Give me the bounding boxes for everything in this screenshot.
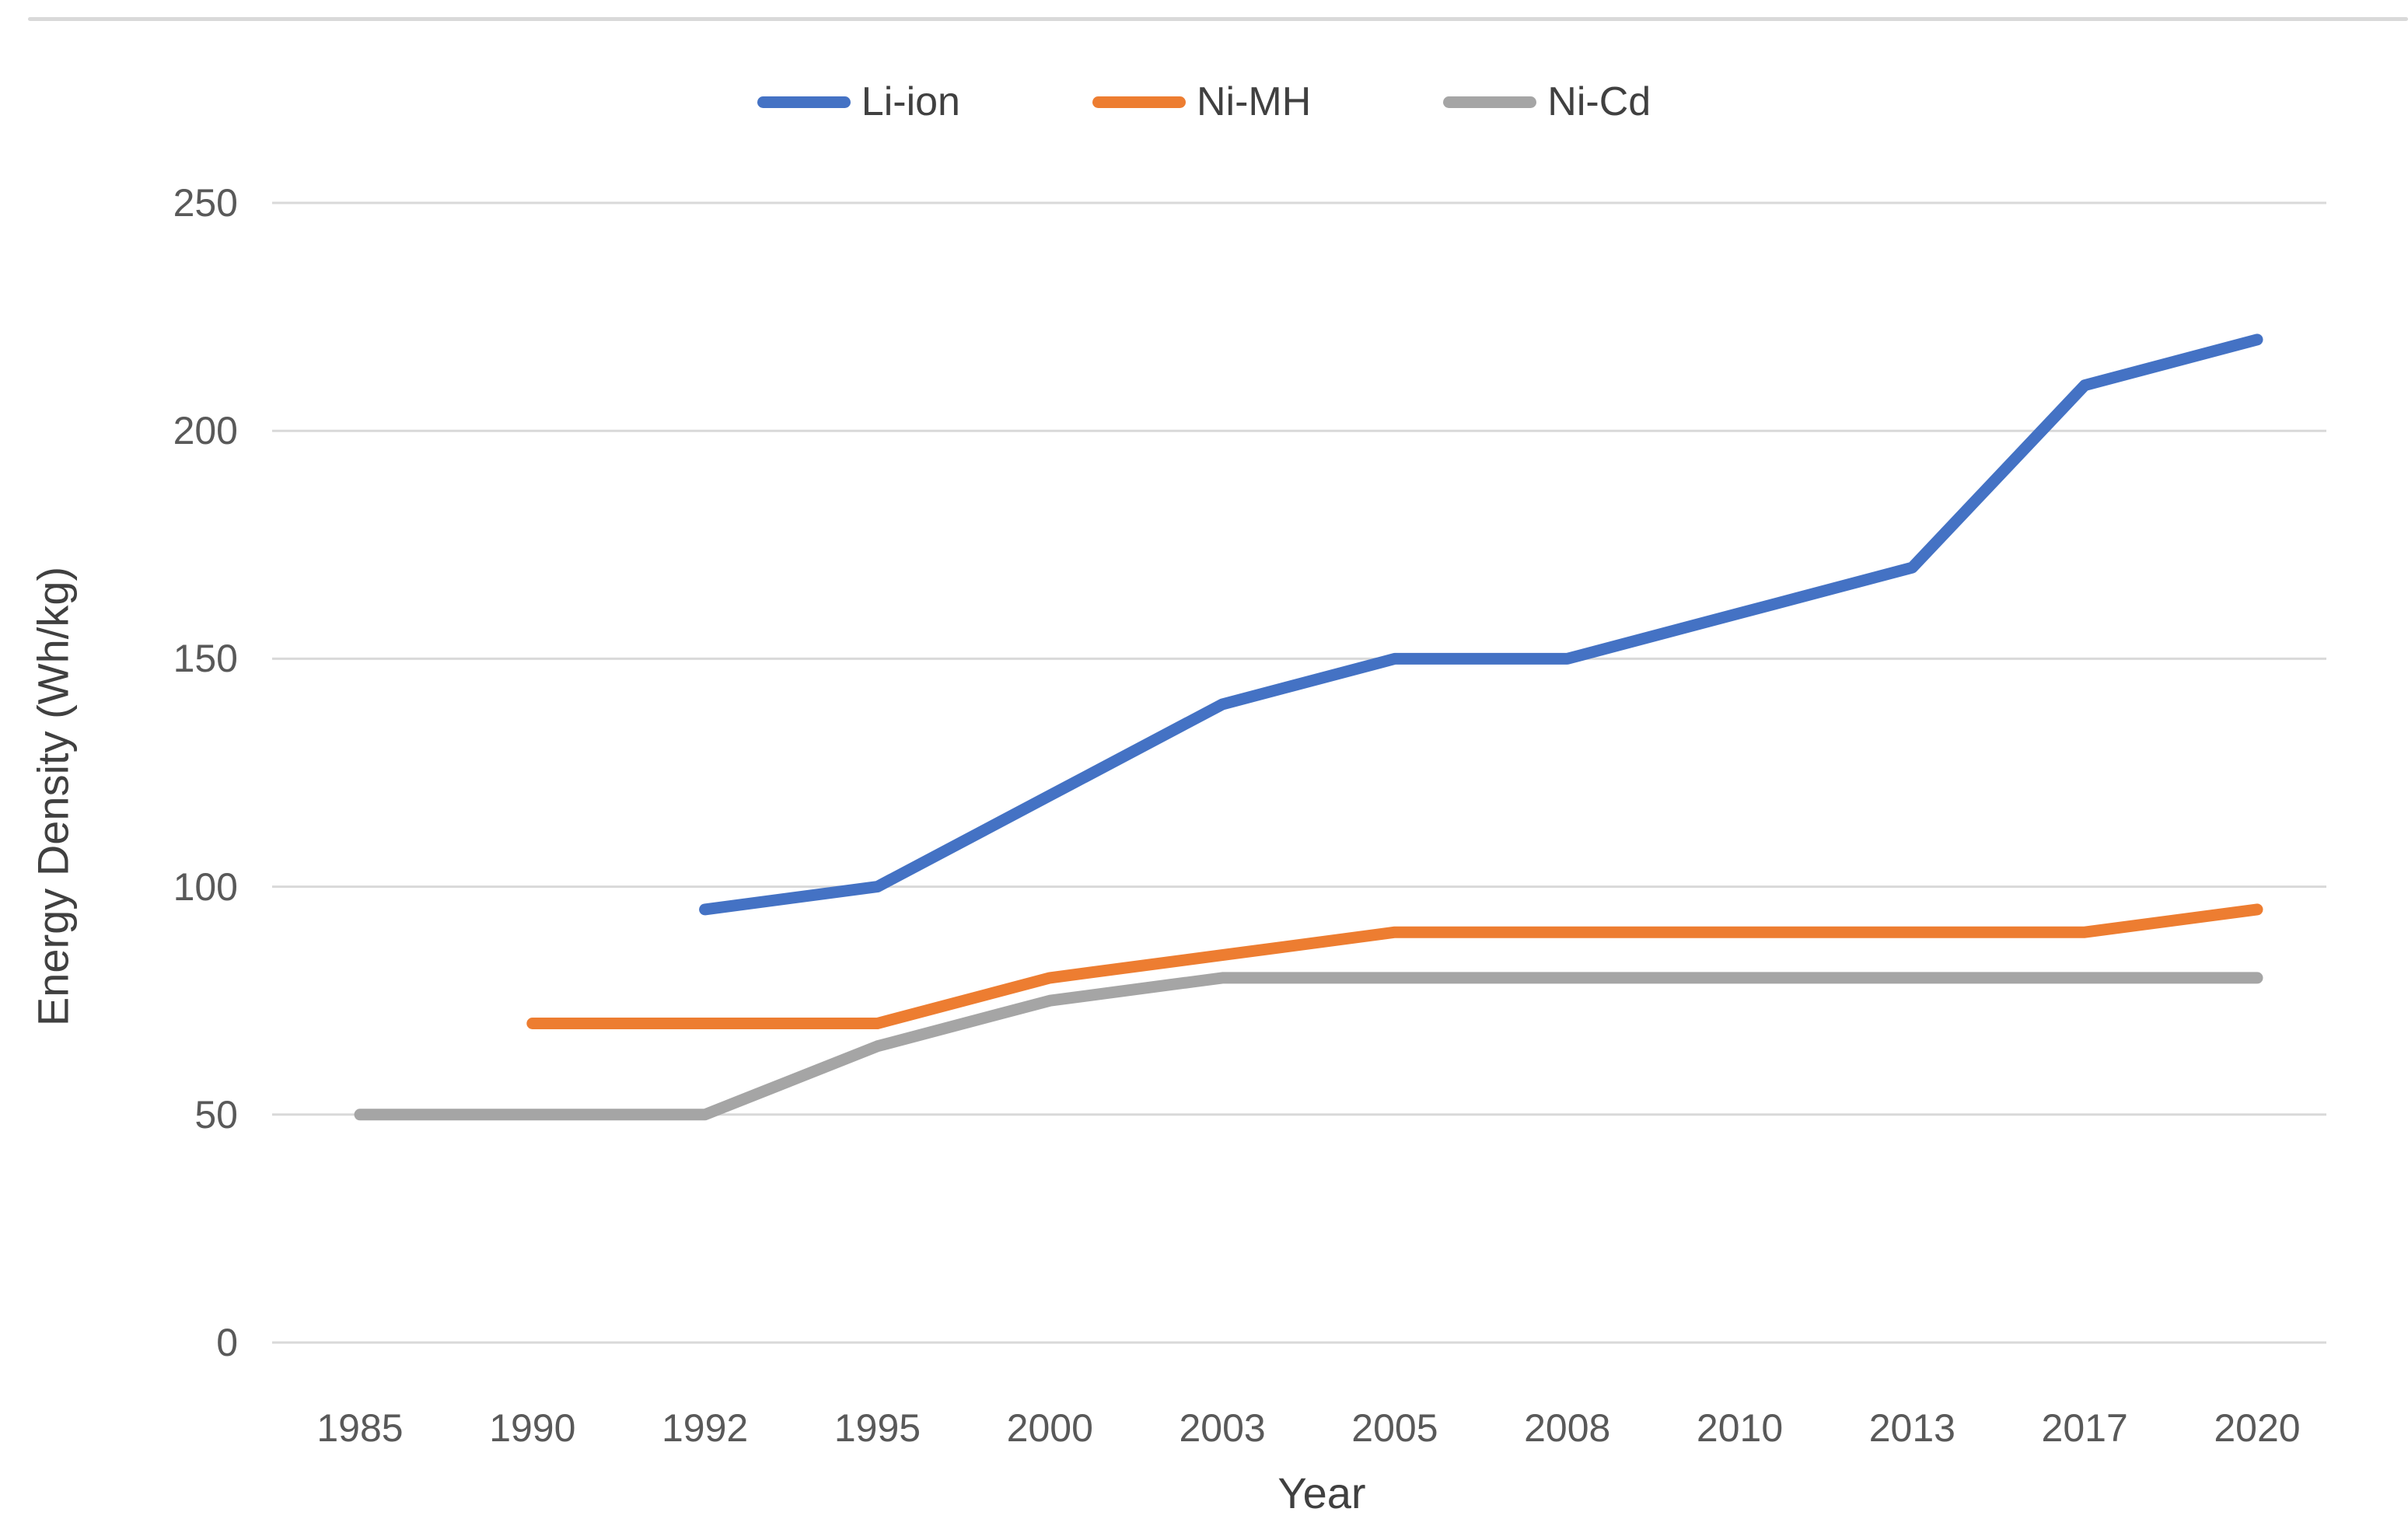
top-border-line xyxy=(28,17,2408,21)
x-tick-label: 1992 xyxy=(662,1406,749,1450)
x-tick-label: 2020 xyxy=(2214,1406,2301,1450)
x-tick-label: 1990 xyxy=(489,1406,576,1450)
y-tick-label: 0 xyxy=(216,1321,238,1364)
y-axis-title: Energy Density (Wh/kg) xyxy=(28,566,78,1027)
y-tick-label: 200 xyxy=(173,409,238,453)
x-tick-label: 1995 xyxy=(834,1406,921,1450)
x-tick-label: 2000 xyxy=(1006,1406,1093,1450)
x-tick-label: 2017 xyxy=(2041,1406,2128,1450)
x-tick-label: 1985 xyxy=(316,1406,404,1450)
legend-item-ni-cd: Ni-Cd xyxy=(1443,82,1651,122)
y-tick-label: 150 xyxy=(173,637,238,681)
x-tick-label: 2010 xyxy=(1696,1406,1784,1450)
y-tick-label: 100 xyxy=(173,864,238,909)
series-line-ni-mh xyxy=(526,903,2263,1029)
legend-swatch-ni-mh-icon xyxy=(1092,96,1186,108)
x-tick-label: 2013 xyxy=(1868,1406,1955,1450)
legend: Li-ion Ni-MH Ni-Cd xyxy=(0,75,2408,129)
y-tick-label: 50 xyxy=(194,1092,238,1137)
x-tick-label: 2008 xyxy=(1524,1406,1611,1450)
legend-label: Ni-Cd xyxy=(1547,79,1651,124)
legend-item-li-ion: Li-ion xyxy=(757,82,960,122)
x-tick-label: 2003 xyxy=(1179,1406,1266,1450)
y-tick-label: 250 xyxy=(173,181,238,225)
legend-swatch-ni-cd-icon xyxy=(1443,96,1537,108)
legend-label: Li-ion xyxy=(861,79,960,124)
series-line-li-ion xyxy=(699,333,2263,916)
legend-swatch-li-ion-icon xyxy=(757,96,851,108)
legend-label: Ni-MH xyxy=(1196,79,1312,124)
series-line-ni-cd xyxy=(354,972,2263,1121)
x-axis-title: Year xyxy=(1277,1468,1366,1517)
x-tick-label: 2005 xyxy=(1351,1406,1438,1450)
legend-item-ni-mh: Ni-MH xyxy=(1092,82,1311,122)
